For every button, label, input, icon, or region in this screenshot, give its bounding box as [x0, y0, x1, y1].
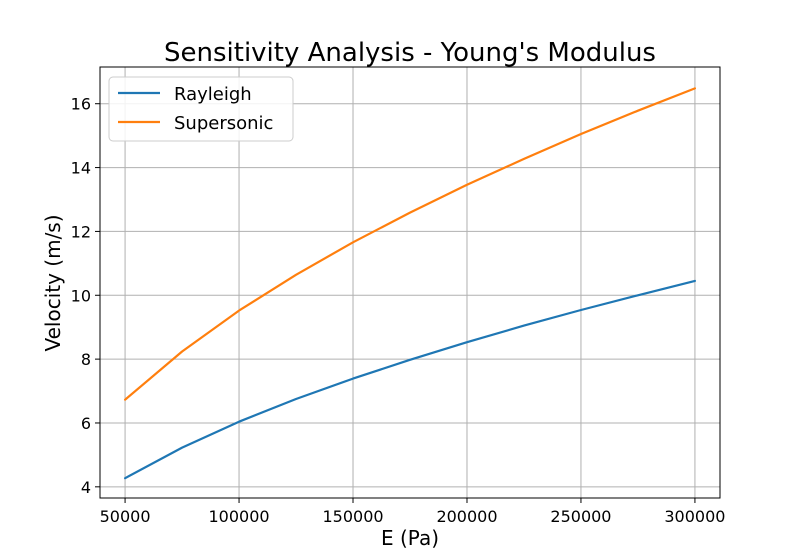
x-tick-label: 50000	[100, 507, 151, 526]
y-tick-label: 12	[71, 222, 91, 241]
series-layer	[123, 87, 697, 480]
plot-frame	[99, 66, 721, 499]
chart-title: Sensitivity Analysis - Young's Modulus	[164, 38, 656, 68]
legend: Rayleigh Supersonic	[108, 76, 294, 142]
legend-label-rayleigh: Rayleigh	[174, 84, 252, 105]
series-line-rayleigh	[123, 279, 697, 480]
y-tick-label: 14	[71, 159, 91, 178]
y-tick-label: 6	[81, 414, 91, 433]
x-tick-label: 200000	[436, 507, 497, 526]
series-line-supersonic	[123, 87, 697, 401]
y-axis-ticks: 4 6 8 10 12 14 16	[71, 95, 100, 497]
y-tick-label: 16	[71, 95, 91, 114]
x-tick-label: 300000	[664, 507, 725, 526]
legend-label-supersonic: Supersonic	[174, 113, 273, 134]
y-axis-label: Velocity (m/s)	[41, 214, 65, 351]
x-axis-label: E (Pa)	[381, 526, 439, 550]
y-tick-label: 4	[81, 478, 91, 497]
x-tick-label: 100000	[209, 507, 270, 526]
y-tick-label: 8	[81, 350, 91, 369]
x-tick-label: 150000	[322, 507, 383, 526]
x-tick-label: 250000	[550, 507, 611, 526]
y-tick-label: 10	[71, 286, 91, 305]
x-axis-ticks: 50000 100000 150000 200000 250000 300000	[100, 498, 725, 526]
